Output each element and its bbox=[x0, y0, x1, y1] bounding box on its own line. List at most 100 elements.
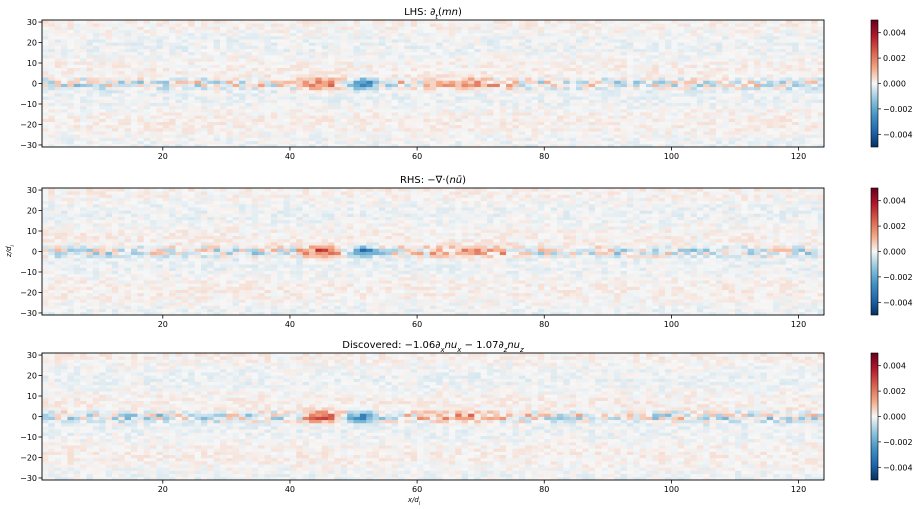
heatmap-cell bbox=[512, 39, 519, 43]
heatmap-cell bbox=[67, 90, 74, 94]
heatmap-cell bbox=[125, 64, 132, 68]
heatmap-cell bbox=[220, 20, 227, 24]
heatmap-cell bbox=[455, 118, 462, 122]
heatmap-cell bbox=[767, 74, 774, 78]
heatmap-cell bbox=[773, 33, 780, 37]
heatmap-cell bbox=[74, 26, 81, 30]
heatmap-cell bbox=[220, 68, 227, 72]
heatmap-cell bbox=[163, 26, 170, 30]
heatmap-cell bbox=[125, 36, 132, 40]
heatmap-cell bbox=[792, 96, 799, 100]
heatmap-cell bbox=[608, 52, 615, 56]
heatmap-cell bbox=[106, 131, 113, 135]
heatmap-cell bbox=[322, 42, 329, 46]
heatmap-cell bbox=[42, 236, 49, 240]
heatmap-cell bbox=[48, 96, 55, 100]
heatmap-cell bbox=[703, 134, 710, 138]
heatmap-cell bbox=[42, 252, 49, 256]
heatmap-cell bbox=[811, 58, 818, 62]
heatmap-cell bbox=[341, 74, 348, 78]
heatmap-cell bbox=[436, 26, 443, 30]
heatmap-cell bbox=[417, 71, 424, 75]
heatmap-cell bbox=[404, 96, 411, 100]
heatmap-cell bbox=[805, 64, 812, 68]
heatmap-cell bbox=[493, 55, 500, 59]
heatmap-cell bbox=[379, 109, 386, 113]
heatmap-cell bbox=[303, 36, 310, 40]
heatmap-cell bbox=[748, 58, 755, 62]
heatmap-cell bbox=[487, 36, 494, 40]
heatmap-cell bbox=[112, 96, 119, 100]
heatmap-cell bbox=[443, 26, 450, 30]
heatmap-cell bbox=[697, 106, 704, 110]
heatmap-cell bbox=[80, 90, 87, 94]
heatmap-cell bbox=[176, 49, 183, 53]
heatmap-cell bbox=[780, 103, 787, 107]
heatmap-cell bbox=[449, 20, 456, 24]
heatmap-cell bbox=[176, 39, 183, 43]
heatmap-cell bbox=[500, 55, 507, 59]
heatmap-cell bbox=[392, 52, 399, 56]
heatmap-cell bbox=[55, 49, 62, 53]
heatmap-cell bbox=[665, 128, 672, 132]
heatmap-cell bbox=[258, 134, 265, 138]
heatmap-cell bbox=[106, 26, 113, 30]
heatmap-cell bbox=[563, 42, 570, 46]
heatmap-cell bbox=[551, 80, 558, 84]
heatmap-cell bbox=[481, 58, 488, 62]
heatmap-cell bbox=[220, 77, 227, 81]
heatmap-cell bbox=[538, 109, 545, 113]
heatmap-cell bbox=[226, 128, 233, 132]
heatmap-cell bbox=[640, 87, 647, 91]
heatmap-cell bbox=[760, 61, 767, 65]
heatmap-cell bbox=[265, 141, 272, 145]
heatmap-cell bbox=[500, 141, 507, 145]
colorbar-tick-label: 0.002 bbox=[883, 54, 906, 63]
heatmap-cell bbox=[570, 30, 577, 34]
heatmap-cell bbox=[118, 74, 125, 78]
heatmap-cell bbox=[799, 71, 806, 75]
heatmap-cell bbox=[792, 58, 799, 62]
heatmap-cell bbox=[595, 45, 602, 49]
heatmap-cell bbox=[169, 125, 176, 129]
heatmap-cell bbox=[341, 42, 348, 46]
heatmap-cell bbox=[169, 20, 176, 24]
heatmap-cell bbox=[487, 61, 494, 65]
heatmap-cell bbox=[296, 84, 303, 88]
heatmap-cell bbox=[176, 55, 183, 59]
heatmap-cell bbox=[449, 134, 456, 138]
heatmap-cell bbox=[595, 71, 602, 75]
heatmap-cell bbox=[538, 125, 545, 129]
heatmap-cell bbox=[398, 106, 405, 110]
heatmap-cell bbox=[48, 30, 55, 34]
heatmap-cell bbox=[601, 55, 608, 59]
heatmap-cell bbox=[684, 109, 691, 113]
heatmap-cell bbox=[277, 55, 284, 59]
heatmap-cell bbox=[792, 122, 799, 126]
heatmap-cell bbox=[754, 52, 761, 56]
heatmap-cell bbox=[118, 96, 125, 100]
heatmap-cell bbox=[468, 33, 475, 37]
heatmap-cell bbox=[201, 96, 208, 100]
heatmap-cell bbox=[188, 103, 195, 107]
heatmap-cell bbox=[608, 20, 615, 24]
heatmap-cell bbox=[61, 131, 68, 135]
heatmap-cell bbox=[354, 45, 361, 49]
heatmap-cell bbox=[277, 77, 284, 81]
heatmap-cell bbox=[233, 58, 240, 62]
heatmap-cell bbox=[373, 141, 380, 145]
heatmap-cell bbox=[640, 30, 647, 34]
heatmap-cell bbox=[258, 77, 265, 81]
heatmap-cell bbox=[271, 64, 278, 68]
heatmap-cell bbox=[487, 30, 494, 34]
heatmap-cell bbox=[379, 90, 386, 94]
heatmap-cell bbox=[385, 115, 392, 119]
heatmap-cell bbox=[290, 84, 297, 88]
heatmap-cell bbox=[296, 30, 303, 34]
heatmap-cell bbox=[786, 122, 793, 126]
heatmap-cell bbox=[481, 90, 488, 94]
heatmap-cell bbox=[519, 23, 526, 27]
heatmap-cell bbox=[627, 74, 634, 78]
heatmap-cell bbox=[474, 128, 481, 132]
heatmap-cell bbox=[303, 90, 310, 94]
